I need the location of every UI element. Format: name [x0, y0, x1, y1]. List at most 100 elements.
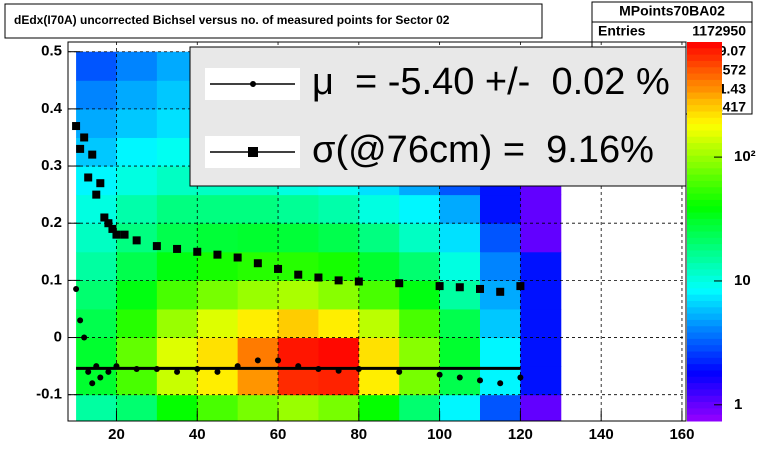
colorbar-tick-label: 10 — [734, 272, 751, 289]
heatmap-cell — [439, 337, 481, 367]
heatmap-cell — [480, 337, 521, 367]
colorbar-segment — [687, 54, 722, 62]
legend-marker — [248, 147, 258, 157]
point — [516, 282, 525, 291]
colorbar-segment — [687, 225, 722, 232]
colorbar-segment — [687, 351, 722, 359]
heatmap-cell — [278, 394, 319, 421]
heatmap-cell — [439, 394, 481, 421]
colorbar-segment — [687, 408, 722, 416]
heatmap-cell — [399, 366, 441, 396]
heatmap-cell — [520, 223, 562, 253]
colorbar-segment — [687, 294, 722, 302]
point — [253, 259, 262, 268]
chart-title: dEdx(I70A) uncorrected Bichsel versus no… — [14, 13, 450, 27]
heatmap-cell — [520, 337, 562, 367]
heatmap-cell — [520, 280, 562, 310]
heatmap-cell — [439, 194, 481, 224]
heatmap-cell — [358, 280, 400, 310]
colorbar-segment — [687, 338, 722, 346]
colorbar-segment — [687, 193, 722, 201]
colorbar-segment — [687, 231, 722, 239]
heatmap-cell — [520, 366, 562, 396]
heatmap-cell — [358, 366, 400, 396]
heatmap-cell — [399, 308, 441, 339]
point — [105, 368, 112, 375]
point — [152, 242, 161, 251]
x-tick-label: 80 — [350, 426, 367, 443]
point — [435, 282, 444, 291]
point — [213, 250, 222, 259]
colorbar-segment — [687, 275, 722, 283]
legend-label: σ(@76cm) = 9.16% — [312, 129, 654, 171]
y-tick-label: 0.3 — [41, 157, 62, 174]
point — [193, 247, 202, 256]
colorbar-segment — [687, 269, 722, 277]
point — [295, 363, 302, 370]
point — [93, 363, 100, 370]
colorbar-segment — [687, 300, 722, 308]
point — [132, 236, 141, 245]
heatmap-cell — [197, 394, 239, 421]
heatmap-cell — [520, 394, 562, 421]
heatmap-cell — [116, 394, 158, 421]
heatmap-cell — [520, 308, 562, 339]
point — [476, 284, 484, 293]
heatmap-cell — [237, 394, 279, 421]
heatmap-cell — [358, 194, 400, 224]
point — [112, 230, 121, 239]
point — [113, 363, 120, 370]
heatmap-cell — [116, 108, 158, 138]
heatmap-cell — [318, 280, 360, 310]
heatmap-cell — [278, 194, 319, 224]
x-tick-label: 140 — [589, 426, 614, 443]
point — [456, 374, 463, 381]
point — [84, 173, 93, 182]
colorbar-segment — [687, 180, 722, 188]
colorbar-segment — [687, 307, 722, 315]
heatmap-cell — [439, 308, 481, 339]
heatmap-cell — [480, 251, 521, 281]
colorbar-segment — [687, 149, 722, 157]
colorbar-segment — [687, 256, 722, 264]
y-tick-label: 0.4 — [41, 100, 63, 117]
point — [354, 277, 363, 286]
point — [314, 273, 323, 282]
point — [275, 357, 282, 364]
heatmap-cell — [358, 251, 400, 281]
colorbar-segment — [687, 162, 722, 169]
point — [496, 287, 505, 296]
point — [334, 276, 343, 285]
point — [133, 365, 140, 372]
colorbar-segment — [687, 48, 722, 56]
point — [80, 133, 89, 142]
colorbar-segment — [687, 199, 722, 207]
heatmap-cell — [278, 308, 319, 339]
heatmap-cell — [318, 337, 360, 367]
point — [274, 264, 283, 273]
point — [104, 219, 113, 228]
heatmap-cell — [197, 280, 239, 310]
heatmap-cell — [116, 194, 158, 224]
heatmap-cell — [76, 308, 117, 339]
colorbar-segment — [687, 206, 722, 214]
heatmap-cell — [358, 223, 400, 253]
colorbar-segment — [687, 111, 722, 119]
point — [477, 377, 483, 384]
heatmap-cell — [116, 51, 158, 81]
heatmap-cell — [399, 251, 441, 281]
colorbar-segment — [687, 73, 722, 81]
point — [254, 357, 261, 364]
colorbar-segment — [687, 383, 722, 390]
legend-marker — [250, 81, 256, 87]
heatmap-cell — [399, 280, 441, 310]
heatmap-cell — [237, 366, 279, 396]
heatmap-cell — [358, 308, 400, 339]
point — [395, 279, 404, 288]
y-tick-label: -0.1 — [36, 386, 62, 403]
colorbar-segment — [687, 332, 722, 340]
point — [194, 365, 201, 372]
colorbar-segment — [687, 319, 722, 327]
point — [81, 334, 88, 341]
heatmap-cell — [399, 194, 441, 224]
